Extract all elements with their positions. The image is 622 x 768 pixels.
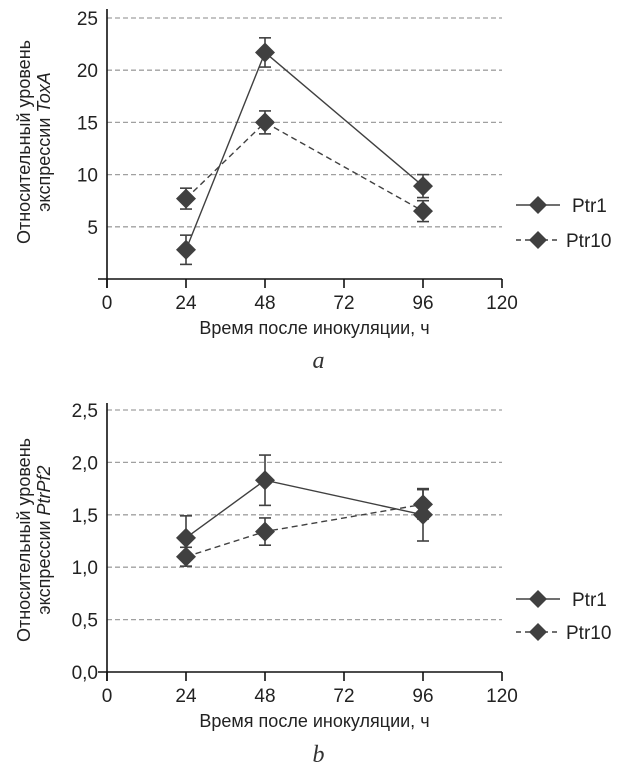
- series-ptr1: [176, 37, 433, 266]
- x-axis-label: Время после инокуляции, ч: [199, 318, 429, 338]
- y-axis-label-line1: Относительный уровень: [14, 438, 34, 642]
- panel-label: a: [313, 348, 325, 374]
- x-tick-label: 120: [486, 293, 518, 314]
- legend-label: Ptr1: [572, 196, 607, 217]
- data-point-marker: [413, 201, 433, 222]
- panel-label: b: [313, 742, 325, 768]
- legend-label: Ptr10: [566, 623, 611, 644]
- y-axis-label-line1: Относительный уровень: [14, 40, 34, 244]
- legend-label: Ptr1: [572, 590, 607, 611]
- series-line: [185, 479, 424, 539]
- data-point-marker: [413, 494, 433, 515]
- legend-marker: [529, 231, 547, 249]
- y-axis-label-gene: ToxA: [34, 72, 54, 112]
- legend-item-ptr10: Ptr10: [516, 231, 611, 252]
- data-point-marker: [255, 470, 275, 491]
- y-tick-label: 2,5: [72, 401, 98, 422]
- y-tick-label: 2,0: [72, 453, 98, 474]
- series-line: [185, 51, 424, 251]
- x-tick-label: 72: [333, 686, 354, 707]
- data-point-marker: [176, 546, 196, 567]
- legend-item-ptr1: Ptr1: [516, 196, 607, 217]
- y-axis-label-prefix: экспрессии: [34, 113, 54, 212]
- x-tick-label: 48: [254, 686, 275, 707]
- y-tick-label: 25: [77, 9, 98, 30]
- series-ptr10: [176, 110, 433, 223]
- y-tick-label: 1,5: [72, 506, 98, 527]
- y-tick-label: 5: [87, 218, 98, 239]
- y-tick-label: 20: [77, 61, 98, 82]
- legend-marker: [529, 623, 547, 641]
- y-axis-label-prefix: экспрессии: [34, 515, 54, 614]
- x-tick-label: 72: [333, 293, 354, 314]
- data-point-marker: [413, 176, 433, 197]
- x-tick-label: 48: [254, 293, 275, 314]
- data-point-marker: [255, 42, 275, 63]
- y-tick-label: 10: [77, 166, 98, 187]
- chart-panel-b: 0 24 48 72 96 120 0,0 0,5 1,0 1,5 2,0 2,5 Относитель…: [14, 401, 611, 768]
- y-axis-label-gene: PtrPf2: [34, 465, 54, 515]
- x-tick-label: 24: [175, 293, 197, 314]
- x-tick-label: 0: [102, 686, 113, 707]
- legend-item-ptr1: Ptr1: [516, 590, 607, 611]
- y-tick-label: 1,0: [72, 558, 98, 579]
- series-ptr1: [176, 454, 433, 561]
- x-tick-label: 0: [102, 293, 113, 314]
- x-tick-label: 96: [412, 293, 433, 314]
- chart-panel-a: 0 24 48 72 96 120 5 10 15 20 25 Относительный урове…: [14, 9, 611, 374]
- data-point-marker: [176, 188, 196, 209]
- x-tick-label: 96: [412, 686, 433, 707]
- legend-item-ptr10: Ptr10: [516, 623, 611, 644]
- data-point-marker: [255, 521, 275, 542]
- series-line: [185, 121, 424, 212]
- data-point-marker: [176, 239, 196, 260]
- y-axis-label-line2: экспрессии PtrPf2: [34, 465, 54, 614]
- y-tick-label: 15: [77, 113, 98, 134]
- legend-marker: [529, 196, 547, 214]
- legend-marker: [529, 590, 547, 608]
- data-point-marker: [255, 112, 275, 133]
- y-axis-label-line2: экспрессии ToxA: [34, 72, 54, 212]
- x-axis-label: Время после инокуляции, ч: [199, 711, 429, 731]
- x-tick-label: 120: [486, 686, 518, 707]
- y-tick-label: 0,0: [72, 663, 98, 684]
- series-ptr10: [176, 488, 433, 567]
- x-tick-label: 24: [175, 686, 197, 707]
- y-tick-label: 0,5: [72, 611, 98, 632]
- legend-label: Ptr10: [566, 231, 611, 252]
- data-point-marker: [176, 527, 196, 548]
